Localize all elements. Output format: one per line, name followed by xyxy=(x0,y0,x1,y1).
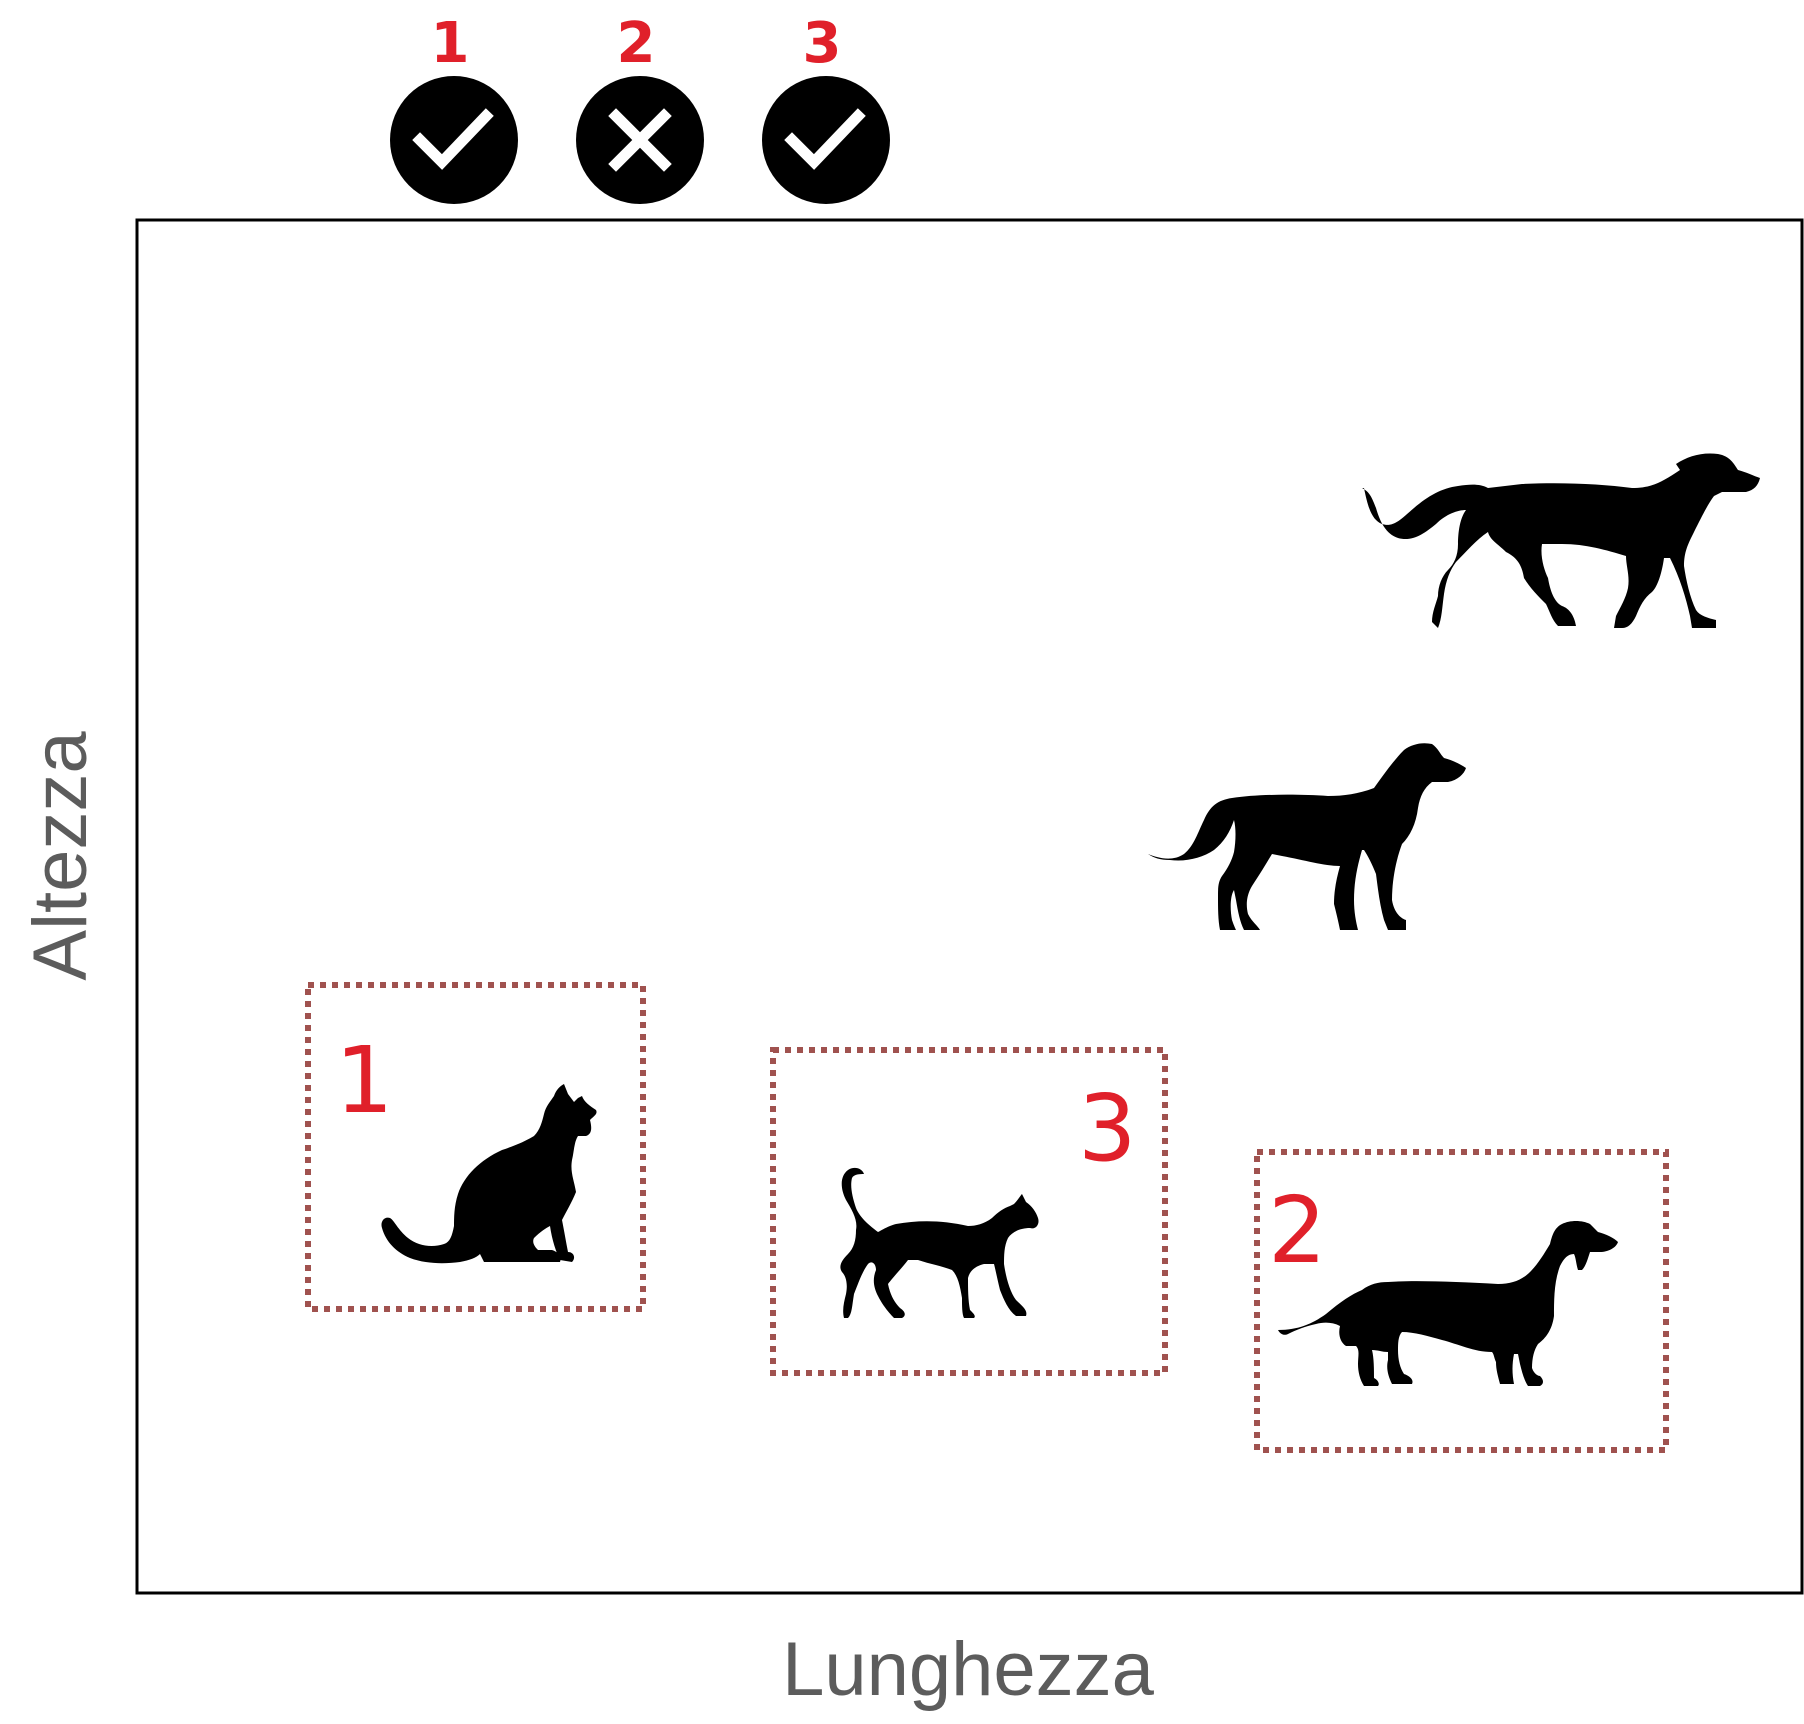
dachshund-silhouette xyxy=(1278,1221,1618,1386)
dog-standing-silhouette xyxy=(1148,743,1466,930)
result-number-2: 2 xyxy=(617,11,656,76)
selection-box-2 xyxy=(1254,1149,1669,1453)
selection-box-3 xyxy=(770,1047,1168,1376)
selection-box-1 xyxy=(305,982,646,1312)
checkmark-icon xyxy=(784,108,866,170)
result-2-group: 2 xyxy=(576,11,704,204)
result-badge-1 xyxy=(390,76,518,204)
result-3-group: 3 xyxy=(762,11,890,204)
cat-walking-silhouette xyxy=(840,1167,1039,1318)
checkmark-icon xyxy=(412,108,494,170)
result-number-1: 1 xyxy=(431,11,470,76)
cat-sitting-silhouette xyxy=(381,1084,597,1264)
result-number-3: 3 xyxy=(803,11,842,76)
box-number-2: 2 xyxy=(1268,1177,1327,1284)
dog-walking-silhouette xyxy=(1362,453,1760,628)
x-axis-label: Lunghezza xyxy=(782,1627,1155,1712)
plot-frame xyxy=(135,218,1804,1595)
result-1-group: 1 xyxy=(390,11,518,204)
box-number-1: 1 xyxy=(335,1027,394,1134)
box-number-3: 3 xyxy=(1078,1075,1137,1182)
result-badge-3 xyxy=(762,76,890,204)
cross-icon xyxy=(608,108,672,172)
y-axis-label: Altezza xyxy=(18,731,103,981)
